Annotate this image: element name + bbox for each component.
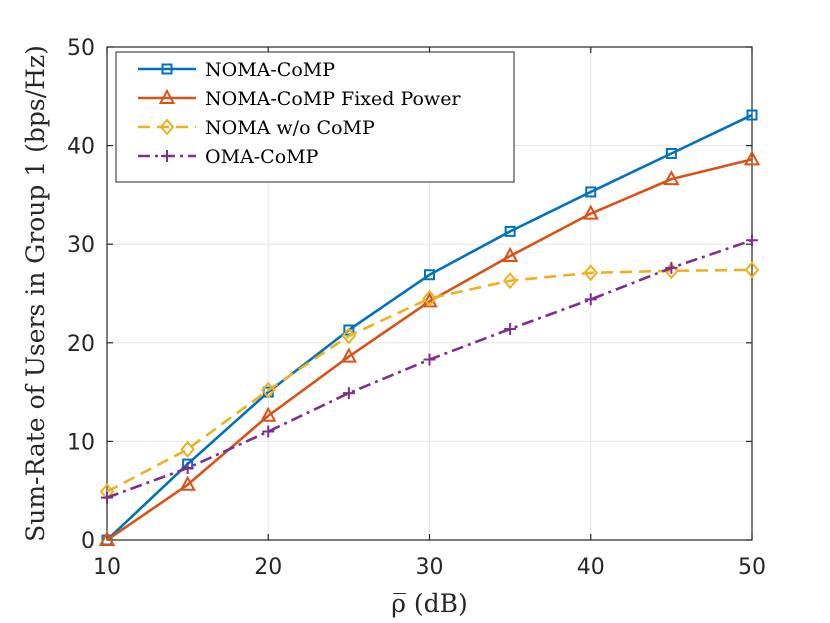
data-point bbox=[504, 322, 517, 335]
data-point bbox=[501, 246, 519, 263]
y-tick-label: 20 bbox=[67, 332, 95, 357]
data-point bbox=[422, 289, 437, 307]
legend-entry: NOMA-CoMP Fixed Power bbox=[138, 88, 461, 110]
y-tick-label: 50 bbox=[67, 36, 95, 61]
legend-marker bbox=[161, 150, 173, 162]
y-tick-label: 0 bbox=[81, 529, 95, 554]
series-line bbox=[106, 113, 753, 541]
data-point bbox=[746, 109, 758, 121]
data-point bbox=[101, 491, 113, 504]
series-3 bbox=[101, 234, 758, 504]
legend-label: NOMA-CoMP Fixed Power bbox=[205, 88, 461, 110]
data-point bbox=[423, 353, 436, 366]
y-tick-label: 40 bbox=[67, 135, 95, 160]
data-point bbox=[663, 170, 680, 186]
x-tick-label: 10 bbox=[93, 555, 121, 580]
data-point bbox=[665, 147, 677, 159]
data-point bbox=[743, 150, 761, 166]
data-point bbox=[583, 264, 599, 282]
y-tick-label: 10 bbox=[67, 430, 95, 455]
series-line bbox=[106, 158, 753, 542]
data-point bbox=[582, 204, 599, 220]
legend-entry: OMA-CoMP bbox=[138, 146, 319, 168]
data-point bbox=[342, 387, 355, 400]
data-point bbox=[744, 261, 760, 279]
y-axis-label: Sum-Rate of Users in Group 1 (bps/Hz) bbox=[21, 45, 50, 542]
data-series bbox=[98, 109, 761, 546]
data-point bbox=[98, 530, 116, 546]
legend-entry: NOMA-CoMP bbox=[138, 59, 335, 81]
data-point bbox=[179, 475, 196, 491]
data-point bbox=[180, 440, 195, 458]
data-point bbox=[260, 406, 277, 422]
x-tick-label: 50 bbox=[738, 555, 766, 580]
legend-box bbox=[115, 51, 515, 183]
legend-label: NOMA-CoMP bbox=[205, 59, 335, 81]
data-point bbox=[584, 293, 597, 306]
series-2 bbox=[99, 261, 760, 501]
data-point bbox=[260, 381, 276, 399]
data-point bbox=[262, 425, 275, 438]
x-tick-label: 40 bbox=[577, 555, 605, 580]
data-point bbox=[502, 272, 518, 290]
x-tick-label: 20 bbox=[254, 555, 282, 580]
y-tick-label: 30 bbox=[67, 233, 95, 258]
data-point bbox=[665, 261, 678, 274]
data-point bbox=[424, 269, 435, 281]
legend-marker bbox=[158, 88, 176, 104]
legend-label: NOMA w/o CoMP bbox=[205, 117, 375, 139]
data-point bbox=[504, 225, 516, 237]
data-point bbox=[585, 186, 597, 198]
legend-marker bbox=[161, 63, 173, 75]
legend-entry: NOMA w/o CoMP bbox=[138, 117, 375, 139]
legend-label: OMA-CoMP bbox=[205, 146, 319, 168]
x-axis-label: ρ̅ (dB) bbox=[391, 589, 468, 618]
data-point bbox=[746, 234, 758, 247]
legend: NOMA-CoMP NOMA-CoMP Fixed Power NOMA w/o C… bbox=[115, 51, 515, 183]
series-line bbox=[106, 268, 753, 493]
legend-marker bbox=[159, 118, 175, 136]
x-tick-label: 30 bbox=[416, 555, 444, 580]
data-point bbox=[341, 327, 357, 345]
data-point bbox=[181, 462, 194, 475]
data-point bbox=[340, 347, 358, 363]
